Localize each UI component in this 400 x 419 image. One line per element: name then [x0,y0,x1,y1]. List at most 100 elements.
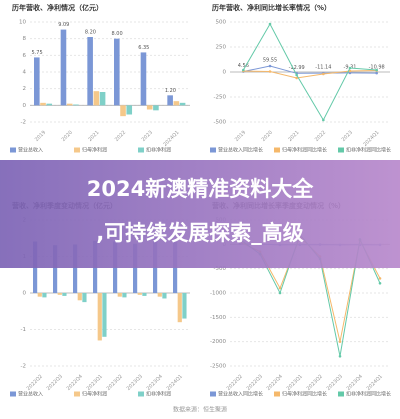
legend-swatch [338,147,344,153]
value-label: 8.20 [85,30,96,36]
bar [37,293,42,297]
bar [73,244,78,293]
x-tick-label: 2024Q1 [366,374,384,392]
banner-line: ,可持续发展探索_高级 [96,221,303,245]
y-tick-label: 250 [216,45,227,51]
banner-bg [0,160,400,268]
y-tick-label: -2 [21,364,26,370]
x-tick-label: 2020 [61,130,74,143]
x-tick-label: 2022Q3 [46,374,64,392]
legend-swatch [338,391,344,397]
bar [177,293,182,323]
line [242,22,377,122]
point [375,71,378,75]
x-tick-label: 2023Q1 [86,374,104,392]
legend-swatch [138,391,144,397]
x-tick-label: 2022Q3 [246,374,264,392]
x-tick-label: 2019 [34,130,47,143]
y-tick-label: -1500 [210,315,226,321]
x-tick-label: 2021 [87,130,100,143]
x-tick-label: 2020 [261,130,274,143]
legend-label: 营业总收入同比增长 [218,147,263,154]
x-tick-label: 2019 [234,130,247,143]
legend-label: 归母净利润 [82,391,107,398]
bar [34,57,40,106]
legend-label: 营业总收入 [18,147,43,154]
bar [77,293,82,301]
chart-title: 历年营收、净利同比增长率情况（%） [212,3,331,12]
bar [82,293,87,303]
point [348,71,352,75]
value-label: 9.09 [58,22,69,28]
legend-swatch [74,147,80,153]
legend-label: 扣非净利润 [146,147,171,154]
bar [97,293,102,341]
point [378,277,382,280]
point [378,281,382,285]
y-tick-label: 500 [216,20,227,26]
point [338,340,342,343]
x-tick-label: 2024Q1 [362,130,380,148]
x-tick-label: 2022 [114,130,127,143]
value-label: -10.98 [369,65,385,71]
y-tick-label: 8 [23,36,27,42]
legend-label: 归母净利润 [82,147,107,154]
x-tick-label: 2021 [287,130,300,143]
y-tick-label: -2 [21,120,26,126]
legend-label: 归母净利润同比增长 [282,147,327,154]
line [243,70,377,79]
y-tick-label: 6 [23,53,27,59]
x-tick-label: 2024Q1 [166,374,184,392]
legend-swatch [74,391,80,397]
source: 数据来源：恒生聚源 [173,406,227,414]
value-label: 59.55 [263,58,277,64]
bar [99,92,106,106]
bar [162,293,167,299]
value-label: -12.99 [289,65,305,71]
x-tick-label: 2023Q4 [346,374,364,392]
bar [126,105,133,115]
x-tick-label: 2023Q4 [146,374,164,392]
point [338,354,342,358]
bar [62,293,67,296]
legend-swatch [274,391,280,397]
y-tick-label: -500 [214,120,227,126]
point [375,68,378,72]
y-tick-label: -1 [21,327,26,333]
y-tick-label: 0 [23,291,27,297]
legend-swatch [210,147,216,153]
x-tick-label: 2022Q4 [66,374,84,392]
legend-label: 归母净利润同比增长 [282,391,327,398]
point [322,118,325,122]
point [295,73,298,77]
x-tick-label: 2023Q2 [106,374,124,392]
point [295,76,298,80]
point [268,64,272,68]
x-tick-label: 2023 [141,130,154,143]
x-tick-label: 2023Q1 [286,374,304,392]
chart-title: 历年营收、净利情况（亿元） [12,3,103,12]
legend-label: 营业总收入 [18,391,43,398]
bar [57,293,62,295]
bar [120,105,126,117]
bar [140,52,147,106]
x-tick-label: 2024Q1 [162,130,180,148]
point [268,70,272,73]
bar [40,102,46,106]
bar [173,101,180,106]
bar [167,95,173,106]
point [278,291,282,295]
value-label: 8.00 [112,31,123,37]
value-label: -11.14 [315,65,331,71]
x-tick-label: 2022Q2 [26,374,44,392]
y-tick-label: 10 [19,20,26,26]
bar [137,293,142,295]
bar [146,105,153,110]
legend-label: 扣非净利润 [146,391,171,398]
x-tick-label: 2023Q3 [126,374,144,392]
bar [114,38,120,106]
bar [182,293,187,319]
point [278,286,282,290]
